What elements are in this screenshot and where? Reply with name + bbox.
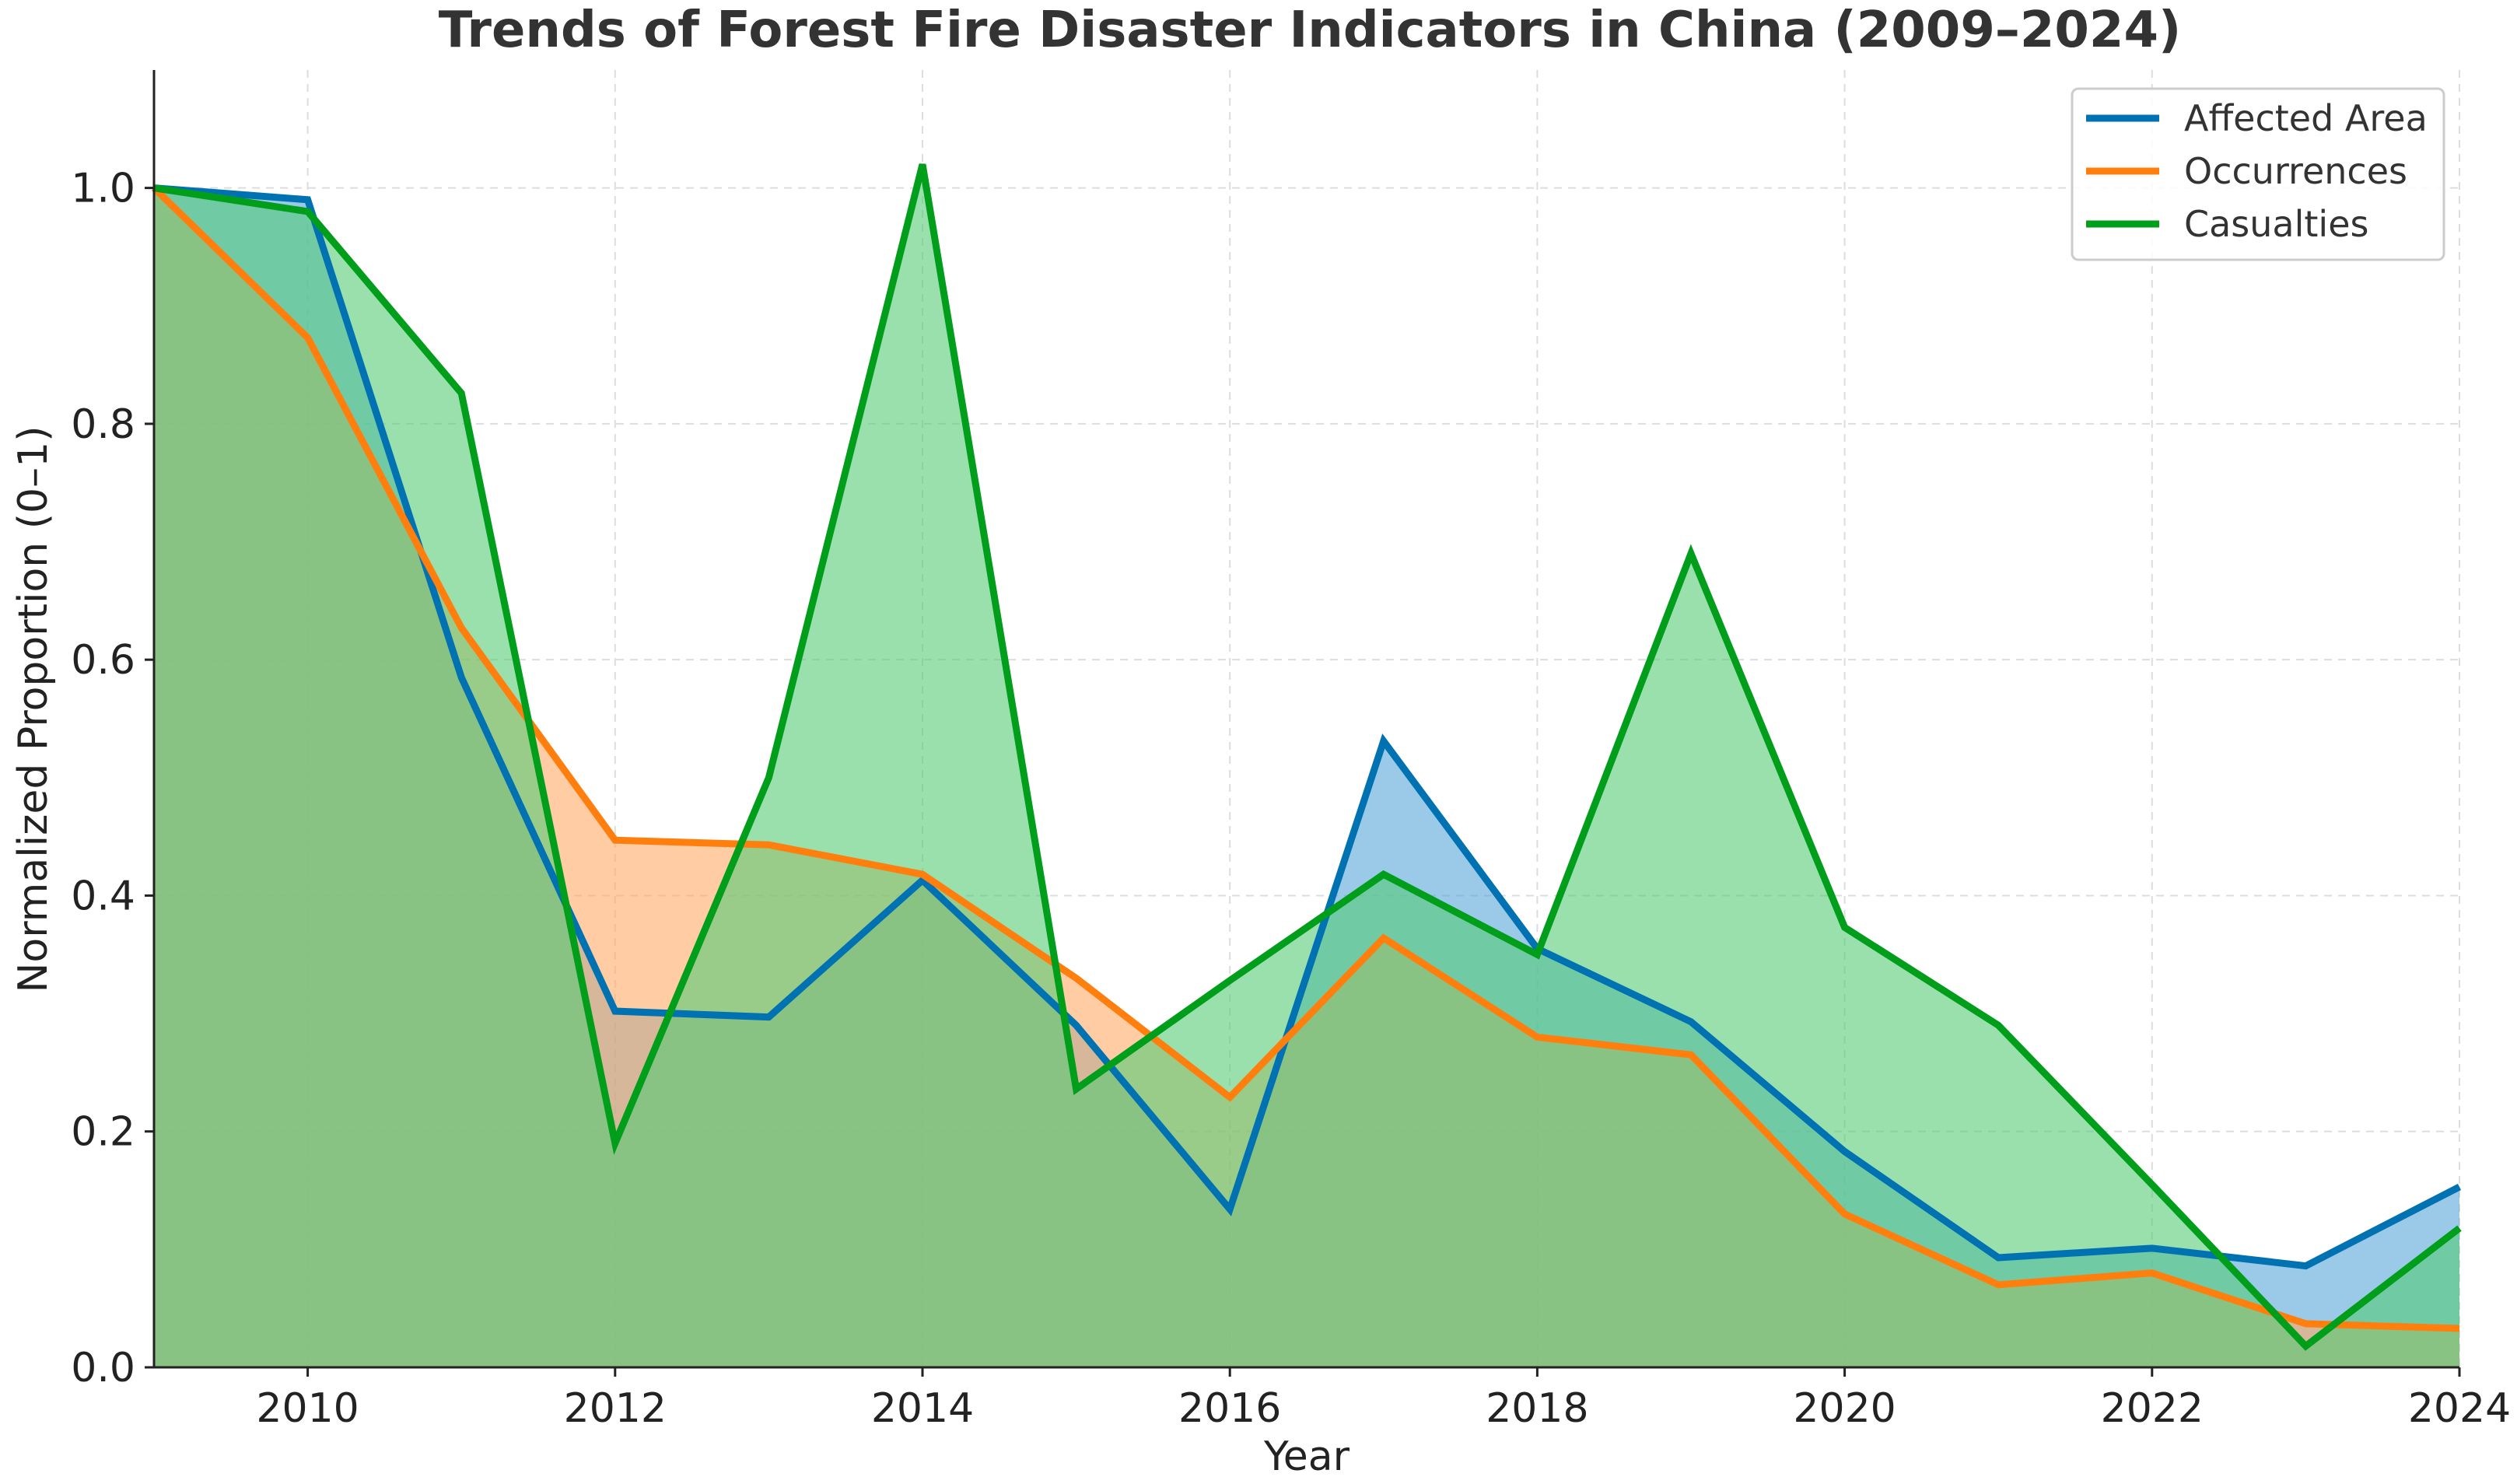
area-fills — [154, 164, 2459, 1368]
y-axis-label: Normalized Proportion (0–1) — [10, 426, 57, 993]
line-affected-area — [153, 184, 2462, 1270]
line-casualties — [153, 163, 2462, 1351]
legend-label: Occurrences — [2184, 150, 2407, 192]
y-tick-label: 0.8 — [71, 401, 135, 448]
tick-labels: 2010 2012 2014 2016 2018 2020 2022 2024 0.0 0.2 0.… — [71, 166, 2511, 1432]
x-tick-label: 2020 — [1793, 1385, 1896, 1432]
x-tick-label: 2024 — [2408, 1385, 2511, 1432]
legend-box — [2071, 87, 2445, 261]
x-tick-label: 2016 — [1178, 1385, 1281, 1432]
area-casualties — [154, 164, 2459, 1368]
y-tick-label: 0.2 — [71, 1109, 135, 1156]
x-tick-label: 2022 — [2101, 1385, 2204, 1432]
x-axis-label: Year — [1263, 1433, 1350, 1480]
legend-items: Affected Area Occurrences Casualties — [2086, 97, 2428, 245]
axes — [145, 70, 2461, 1377]
x-tick-label: 2014 — [871, 1385, 974, 1432]
y-tick-label: 0.4 — [71, 873, 135, 919]
y-tick-label: 0.0 — [71, 1345, 135, 1391]
x-tick-label: 2012 — [564, 1385, 667, 1432]
chart-title: Trends of Forest Fire Disaster Indicator… — [439, 2, 2181, 59]
x-tick-label: 2010 — [256, 1385, 359, 1432]
y-tick-label: 1.0 — [71, 166, 135, 212]
legend-label: Affected Area — [2184, 97, 2428, 139]
legend-label: Casualties — [2184, 203, 2368, 245]
line-occurrences — [151, 185, 2460, 1332]
y-tick-label: 0.6 — [71, 637, 135, 684]
legend: Affected Area Occurrences Casualties — [2071, 87, 2445, 261]
x-tick-label: 2018 — [1486, 1385, 1588, 1432]
series-lines — [151, 163, 2462, 1351]
